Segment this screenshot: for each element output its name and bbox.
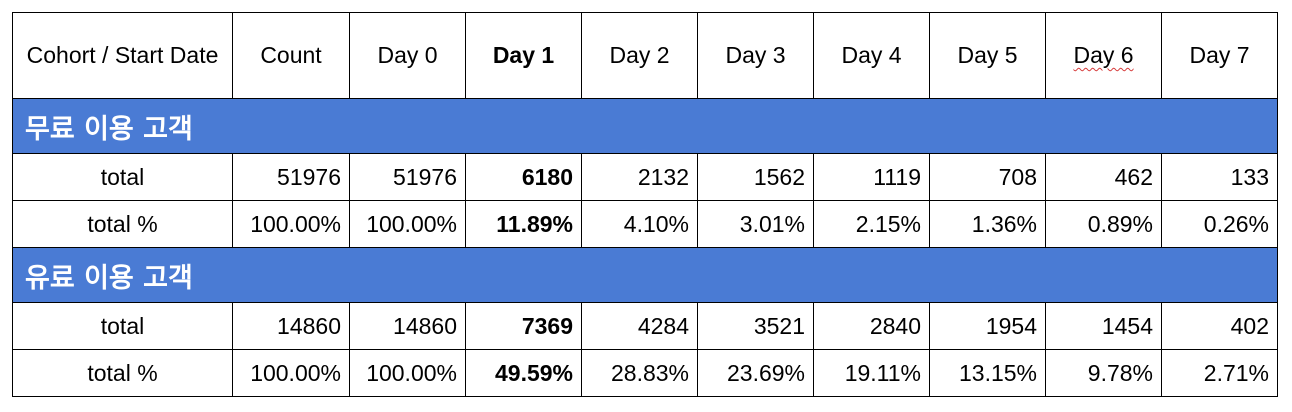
row-label: total % bbox=[12, 200, 233, 248]
table-cell: 3521 bbox=[697, 302, 814, 350]
cohort-table: Cohort / Start Date Count Day 0 Day 1 Da… bbox=[12, 12, 1278, 397]
header-count: Count bbox=[232, 12, 350, 99]
table-cell: 100.00% bbox=[349, 349, 466, 397]
section-row-paid: 유료 이용 고객 bbox=[12, 247, 1278, 303]
table-cell: 14860 bbox=[232, 302, 350, 350]
table-cell: 2.71% bbox=[1161, 349, 1278, 397]
header-day-2: Day 2 bbox=[581, 12, 698, 99]
row-label: total bbox=[12, 153, 233, 201]
table-cell: 2840 bbox=[813, 302, 930, 350]
table-cell: 100.00% bbox=[232, 200, 350, 248]
section-row-free: 무료 이용 고객 bbox=[12, 98, 1278, 154]
table-cell: 7369 bbox=[465, 302, 582, 350]
table-cell: 1954 bbox=[929, 302, 1046, 350]
header-day-3: Day 3 bbox=[697, 12, 814, 99]
table-row: total 14860 14860 7369 4284 3521 2840 19… bbox=[12, 302, 1278, 350]
table-cell: 100.00% bbox=[232, 349, 350, 397]
table-cell: 4284 bbox=[581, 302, 698, 350]
header-day-4: Day 4 bbox=[813, 12, 930, 99]
table-cell: 100.00% bbox=[349, 200, 466, 248]
table-row: total 51976 51976 6180 2132 1562 1119 70… bbox=[12, 153, 1278, 201]
table-cell: 14860 bbox=[349, 302, 466, 350]
table-cell: 9.78% bbox=[1045, 349, 1162, 397]
table-cell: 11.89% bbox=[465, 200, 582, 248]
table-cell: 2.15% bbox=[813, 200, 930, 248]
header-day-5: Day 5 bbox=[929, 12, 1046, 99]
cohort-header-cell: Cohort / Start Date bbox=[12, 12, 233, 99]
table-cell: 19.11% bbox=[813, 349, 930, 397]
table-cell: 49.59% bbox=[465, 349, 582, 397]
table-row: total % 100.00% 100.00% 11.89% 4.10% 3.0… bbox=[12, 200, 1278, 248]
table-cell: 23.69% bbox=[697, 349, 814, 397]
spellcheck-underlined-text: Day 6 bbox=[1073, 42, 1134, 68]
table-cell: 51976 bbox=[232, 153, 350, 201]
table-cell: 708 bbox=[929, 153, 1046, 201]
table-cell: 4.10% bbox=[581, 200, 698, 248]
table-row: total % 100.00% 100.00% 49.59% 28.83% 23… bbox=[12, 349, 1278, 397]
row-label: total % bbox=[12, 349, 233, 397]
section-title-free: 무료 이용 고객 bbox=[12, 98, 1278, 154]
table-cell: 462 bbox=[1045, 153, 1162, 201]
table-cell: 6180 bbox=[465, 153, 582, 201]
table-cell: 402 bbox=[1161, 302, 1278, 350]
table-cell: 0.89% bbox=[1045, 200, 1162, 248]
section-title-paid: 유료 이용 고객 bbox=[12, 247, 1278, 303]
header-day-7: Day 7 bbox=[1161, 12, 1278, 99]
table-cell: 51976 bbox=[349, 153, 466, 201]
table-cell: 28.83% bbox=[581, 349, 698, 397]
row-label: total bbox=[12, 302, 233, 350]
table-cell: 1454 bbox=[1045, 302, 1162, 350]
header-row: Cohort / Start Date Count Day 0 Day 1 Da… bbox=[12, 12, 1278, 99]
table-cell: 0.26% bbox=[1161, 200, 1278, 248]
header-day-1: Day 1 bbox=[465, 12, 582, 99]
header-day-6: Day 6 bbox=[1045, 12, 1162, 99]
table-cell: 13.15% bbox=[929, 349, 1046, 397]
table-cell: 1562 bbox=[697, 153, 814, 201]
table-cell: 3.01% bbox=[697, 200, 814, 248]
table-cell: 1119 bbox=[813, 153, 930, 201]
table-cell: 2132 bbox=[581, 153, 698, 201]
header-day-0: Day 0 bbox=[349, 12, 466, 99]
table-cell: 1.36% bbox=[929, 200, 1046, 248]
table-cell: 133 bbox=[1161, 153, 1278, 201]
